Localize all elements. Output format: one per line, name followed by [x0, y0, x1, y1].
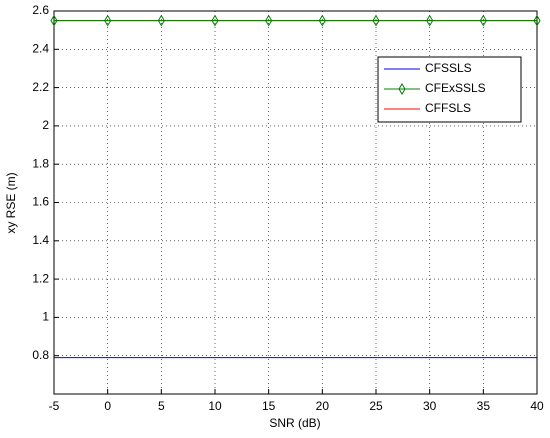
- y-tick-label: 1.2: [32, 271, 49, 285]
- marker: [265, 14, 273, 27]
- marker: [157, 14, 165, 27]
- y-tick-label: 1.8: [32, 156, 49, 170]
- y-tick-label: 0.8: [32, 348, 49, 362]
- plot-frame: [53, 10, 538, 395]
- marker: [50, 14, 58, 27]
- marker: [104, 14, 112, 27]
- y-tick-label: 1.6: [32, 195, 49, 209]
- x-tick-label: 5: [158, 399, 165, 413]
- legend-label: CFFSLS: [425, 101, 471, 115]
- marker: [318, 14, 326, 27]
- y-tick-label: 2: [42, 118, 49, 132]
- x-axis-label: SNR (dB): [269, 416, 320, 430]
- x-tick-label: 40: [530, 399, 544, 413]
- y-tick-label: 1: [42, 310, 49, 324]
- x-tick-label: 10: [208, 399, 222, 413]
- x-tick-label: 25: [369, 399, 383, 413]
- y-tick-label: 1.4: [32, 233, 49, 247]
- x-tick-label: 15: [262, 399, 276, 413]
- y-tick-label: 2.2: [32, 80, 49, 94]
- y-tick-label: 2.6: [32, 3, 49, 17]
- x-tick-label: 0: [104, 399, 111, 413]
- legend-marker: [398, 83, 406, 95]
- x-tick-label: 35: [477, 399, 491, 413]
- y-axis-label: xy RSE (m): [4, 172, 18, 233]
- x-tick-label: -5: [49, 399, 60, 413]
- marker: [479, 14, 487, 27]
- marker: [372, 14, 380, 27]
- marker: [426, 14, 434, 27]
- x-tick-label: 20: [316, 399, 330, 413]
- marker: [533, 14, 541, 27]
- y-tick-label: 2.4: [32, 41, 49, 55]
- marker: [211, 14, 219, 27]
- legend-label: CFSSLS: [425, 61, 472, 75]
- x-tick-label: 30: [423, 399, 437, 413]
- legend-label: CFExSSLS: [425, 81, 486, 95]
- legend-box: [377, 56, 522, 123]
